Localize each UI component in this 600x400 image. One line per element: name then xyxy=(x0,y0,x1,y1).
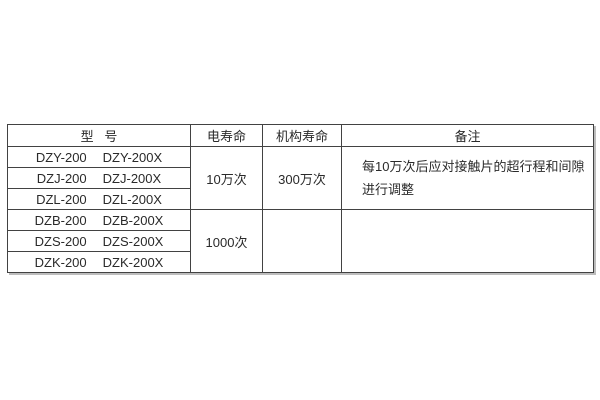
model-name-x: DZB-200X xyxy=(102,212,164,228)
header-model: 型 号 xyxy=(7,124,191,147)
model-name: DZJ-200 xyxy=(36,170,87,186)
electrical-life-cell: 10万次 xyxy=(190,146,263,210)
model-pair: DZK-200 DZK-200X xyxy=(9,254,190,270)
table-row: DZK-200 DZK-200X xyxy=(7,251,594,273)
remark-line-2: 进行调整 xyxy=(362,182,415,197)
electrical-life-cell: 1000次 xyxy=(190,209,263,273)
header-remarks: 备注 xyxy=(341,124,594,147)
model-pair: DZJ-200 DZJ-200X xyxy=(9,170,190,186)
model-pair: DZY-200 DZY-200X xyxy=(9,149,190,165)
model-cell: DZS-200 DZS-200X xyxy=(7,230,191,252)
model-name: DZS-200 xyxy=(34,233,87,249)
model-cell: DZL-200 DZL-200X xyxy=(7,188,191,210)
remarks-cell: 每10万次后应对接触片的超行程和间隙 进行调整 xyxy=(341,146,594,210)
table-row: DZJ-200 DZJ-200X xyxy=(7,167,594,189)
model-name-x: DZJ-200X xyxy=(102,170,162,186)
model-pair: DZS-200 DZS-200X xyxy=(9,233,190,249)
model-cell: DZY-200 DZY-200X xyxy=(7,146,191,168)
model-name-x: DZK-200X xyxy=(102,254,164,270)
remarks-cell xyxy=(341,209,594,273)
model-cell: DZK-200 DZK-200X xyxy=(7,251,191,273)
table-row: DZL-200 DZL-200X xyxy=(7,188,594,210)
model-cell: DZB-200 DZB-200X xyxy=(7,209,191,231)
header-electrical-life: 电寿命 xyxy=(190,124,263,147)
model-pair: DZB-200 DZB-200X xyxy=(9,212,190,228)
model-name: DZB-200 xyxy=(34,212,87,228)
mechanism-life-cell xyxy=(262,209,342,273)
model-name-x: DZY-200X xyxy=(102,149,163,165)
model-name: DZL-200 xyxy=(36,191,87,207)
mechanism-life-cell: 300万次 xyxy=(262,146,342,210)
model-name-x: DZS-200X xyxy=(102,233,164,249)
table-row: DZY-200 DZY-200X 10万次 300万次 每10万次后应对接触片的… xyxy=(7,146,594,210)
header-row: 型 号 电寿命 机构寿命 备注 xyxy=(7,124,594,147)
model-name-x: DZL-200X xyxy=(102,191,162,207)
model-name: DZY-200 xyxy=(35,149,87,165)
header-mechanism-life: 机构寿命 xyxy=(262,124,342,147)
remark-line-1: 每10万次后应对接触片的超行程和间隙 xyxy=(362,159,585,174)
model-pair: DZL-200 DZL-200X xyxy=(9,191,190,207)
table-row: DZB-200 DZB-200X 1000次 xyxy=(7,209,594,273)
model-cell: DZJ-200 DZJ-200X xyxy=(7,167,191,189)
spec-table: 型 号 电寿命 机构寿命 备注 DZY-200 DZY-200X 10万次 30… xyxy=(7,124,594,273)
model-name: DZK-200 xyxy=(34,254,87,270)
